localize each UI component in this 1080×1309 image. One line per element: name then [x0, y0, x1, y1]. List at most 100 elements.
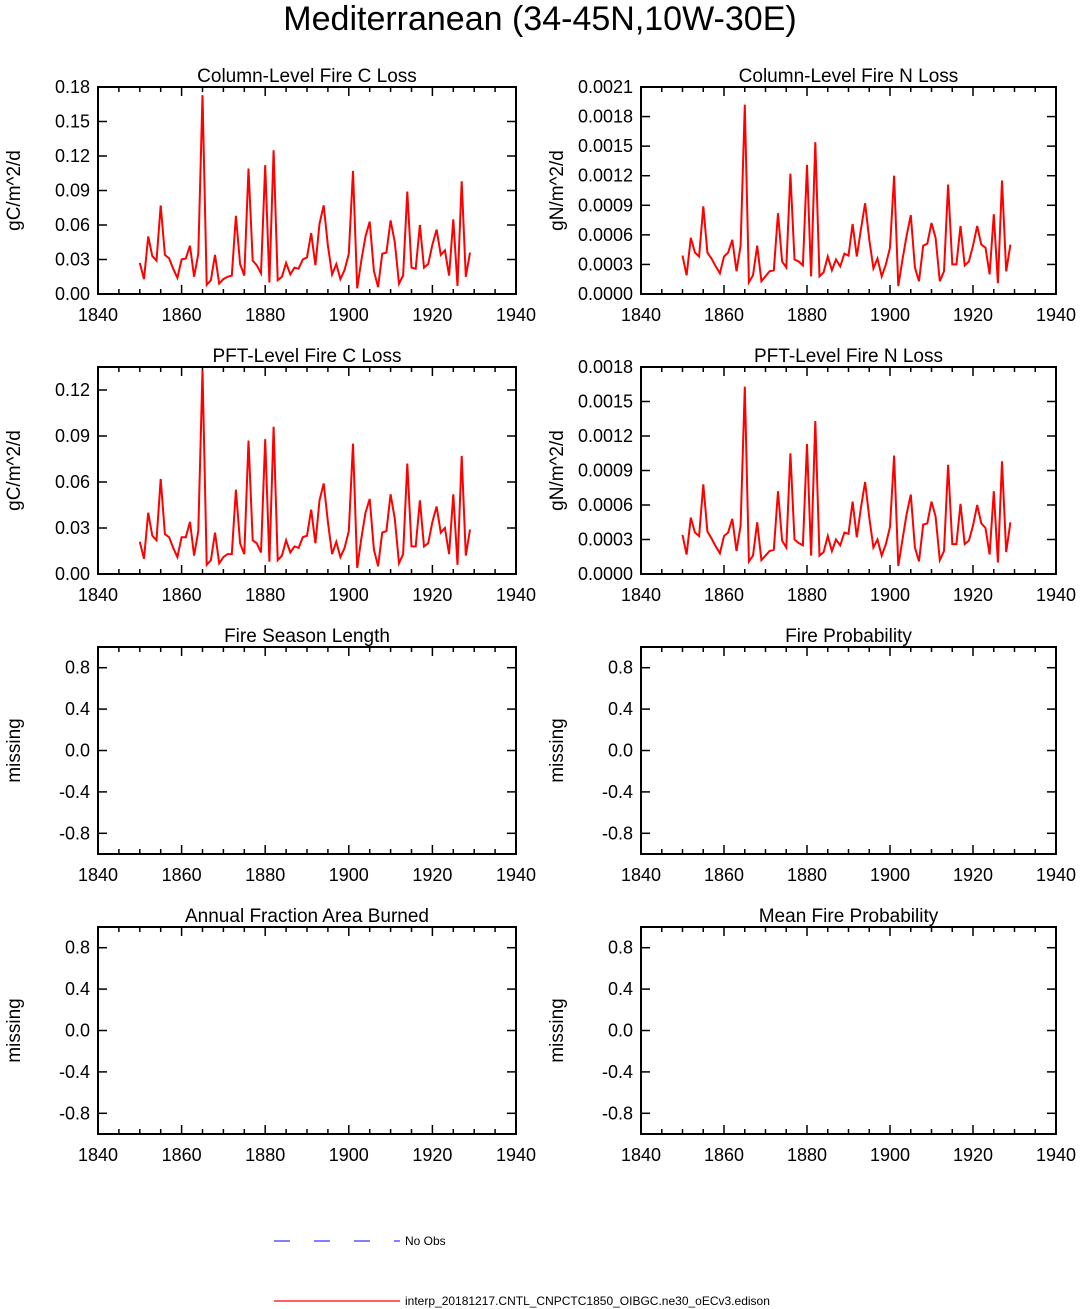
plot-frame	[97, 366, 517, 575]
y-tick-label: 0.0015	[578, 392, 633, 412]
x-tick-label: 1940	[1036, 585, 1076, 605]
x-tick-label: 1880	[245, 305, 285, 325]
y-tick-label: 0.4	[65, 699, 90, 719]
panel-title: Mean Fire Probability	[759, 906, 939, 927]
figure-title: Mediterranean (34-45N,10W-30E)	[283, 0, 796, 38]
legend-label: No Obs	[405, 1234, 446, 1248]
series-line	[681, 386, 1012, 567]
y-axis-label: missing	[547, 998, 568, 1062]
y-tick-label: 0.8	[65, 938, 90, 958]
y-tick-label: 0.12	[55, 380, 90, 400]
y-axis-label: gN/m^2/d	[547, 430, 568, 511]
y-tick-label: -0.8	[59, 823, 90, 843]
y-tick-label: 0.0012	[578, 166, 633, 186]
x-tick-label: 1900	[870, 865, 910, 885]
x-tick-label: 1900	[329, 865, 369, 885]
panels: Column-Level Fire C Loss 1840 1860 1880 1900…	[4, 66, 1076, 1165]
plot-frame	[640, 86, 1057, 295]
panel-title: PFT-Level Fire N Loss	[754, 346, 943, 367]
y-tick-label: -0.4	[602, 782, 633, 802]
x-tick-label: 1900	[870, 585, 910, 605]
x-tick-label: 1920	[953, 585, 993, 605]
y-axis-label: gC/m^2/d	[4, 430, 25, 511]
y-tick-label: 0.8	[608, 938, 633, 958]
x-tick-label: 1860	[162, 305, 202, 325]
y-tick-label: -0.8	[59, 1103, 90, 1123]
chart-panel-7: Annual Fraction Area Burned 1840 1860 1880 1…	[4, 906, 536, 1165]
x-tick-label: 1860	[162, 1145, 202, 1165]
y-tick-label: 0.0009	[578, 461, 633, 481]
series-line	[138, 370, 471, 569]
y-tick-label: 0.0003	[578, 254, 633, 274]
y-axis-label: missing	[547, 718, 568, 782]
chart-panel-1: Column-Level Fire C Loss 1840 1860 1880 1900…	[4, 66, 536, 325]
y-tick-label: 0.4	[65, 979, 90, 999]
x-tick-label: 1940	[496, 305, 536, 325]
x-tick-label: 1920	[953, 305, 993, 325]
y-tick-label: 0.18	[55, 77, 90, 97]
x-tick-label: 1920	[953, 865, 993, 885]
y-tick-label: 0.0006	[578, 225, 633, 245]
plot-frame	[97, 646, 517, 855]
x-tick-label: 1940	[1036, 865, 1076, 885]
x-tick-label: 1840	[78, 585, 118, 605]
y-axis-label: gC/m^2/d	[4, 150, 25, 231]
y-tick-label: 0.0006	[578, 495, 633, 515]
x-tick-label: 1860	[704, 585, 744, 605]
x-tick-label: 1900	[329, 585, 369, 605]
panel-title: Annual Fraction Area Burned	[185, 906, 429, 927]
plot-frame	[640, 926, 1057, 1135]
y-tick-label: 0.0018	[578, 357, 633, 377]
y-tick-label: 0.0000	[578, 564, 633, 584]
x-tick-label: 1860	[704, 865, 744, 885]
y-tick-label: 0.06	[55, 215, 90, 235]
y-tick-label: 0.03	[55, 250, 90, 270]
panel-title: Fire Probability	[785, 626, 912, 647]
x-tick-label: 1840	[621, 865, 661, 885]
y-tick-label: -0.4	[602, 1062, 633, 1082]
legend: No Obs interp_20181217.CNTL_CNPCTC1850_OI…	[274, 1234, 770, 1308]
y-axis-label: missing	[4, 998, 25, 1062]
y-tick-label: 0.0012	[578, 426, 633, 446]
plot-frame	[640, 646, 1057, 855]
panel-title: Column-Level Fire C Loss	[197, 66, 417, 87]
plot-frame	[97, 926, 517, 1135]
y-tick-label: 0.12	[55, 146, 90, 166]
x-tick-label: 1840	[78, 305, 118, 325]
x-tick-label: 1880	[787, 585, 827, 605]
y-tick-label: 0.06	[55, 472, 90, 492]
x-tick-label: 1880	[787, 1145, 827, 1165]
x-tick-label: 1940	[496, 865, 536, 885]
chart-panel-3: PFT-Level Fire C Loss 1840 1860 1880 1900 192…	[4, 346, 536, 605]
y-tick-label: 0.8	[608, 658, 633, 678]
x-tick-label: 1920	[412, 1145, 452, 1165]
x-tick-label: 1900	[870, 305, 910, 325]
y-tick-label: 0.0000	[578, 284, 633, 304]
x-tick-label: 1940	[1036, 305, 1076, 325]
x-tick-label: 1940	[496, 1145, 536, 1165]
y-tick-label: 0.09	[55, 181, 90, 201]
x-tick-label: 1860	[704, 305, 744, 325]
series-line	[681, 104, 1012, 287]
x-tick-label: 1840	[78, 865, 118, 885]
x-tick-label: 1840	[621, 1145, 661, 1165]
chart-panel-6: Fire Probability 1840 1860 1880 1900 1920 1940…	[547, 626, 1076, 885]
chart-panel-4: PFT-Level Fire N Loss 1840 1860 1880 1900 192…	[547, 346, 1076, 605]
x-tick-label: 1880	[245, 1145, 285, 1165]
y-tick-label: -0.4	[59, 1062, 90, 1082]
x-tick-label: 1900	[329, 305, 369, 325]
y-tick-label: 0.4	[608, 979, 633, 999]
x-tick-label: 1860	[162, 865, 202, 885]
panel-title: Fire Season Length	[224, 626, 390, 647]
x-tick-label: 1940	[1036, 1145, 1076, 1165]
chart-panel-8: Mean Fire Probability 1840 1860 1880 1900 192…	[547, 906, 1076, 1165]
x-tick-label: 1900	[329, 1145, 369, 1165]
y-tick-label: 0.0021	[578, 77, 633, 97]
y-tick-label: 0.8	[65, 658, 90, 678]
y-tick-label: 0.03	[55, 518, 90, 538]
x-tick-label: 1920	[412, 865, 452, 885]
y-tick-label: 0.0009	[578, 195, 633, 215]
plot-frame	[640, 366, 1057, 575]
panel-title: Column-Level Fire N Loss	[739, 66, 959, 87]
x-tick-label: 1920	[412, 305, 452, 325]
